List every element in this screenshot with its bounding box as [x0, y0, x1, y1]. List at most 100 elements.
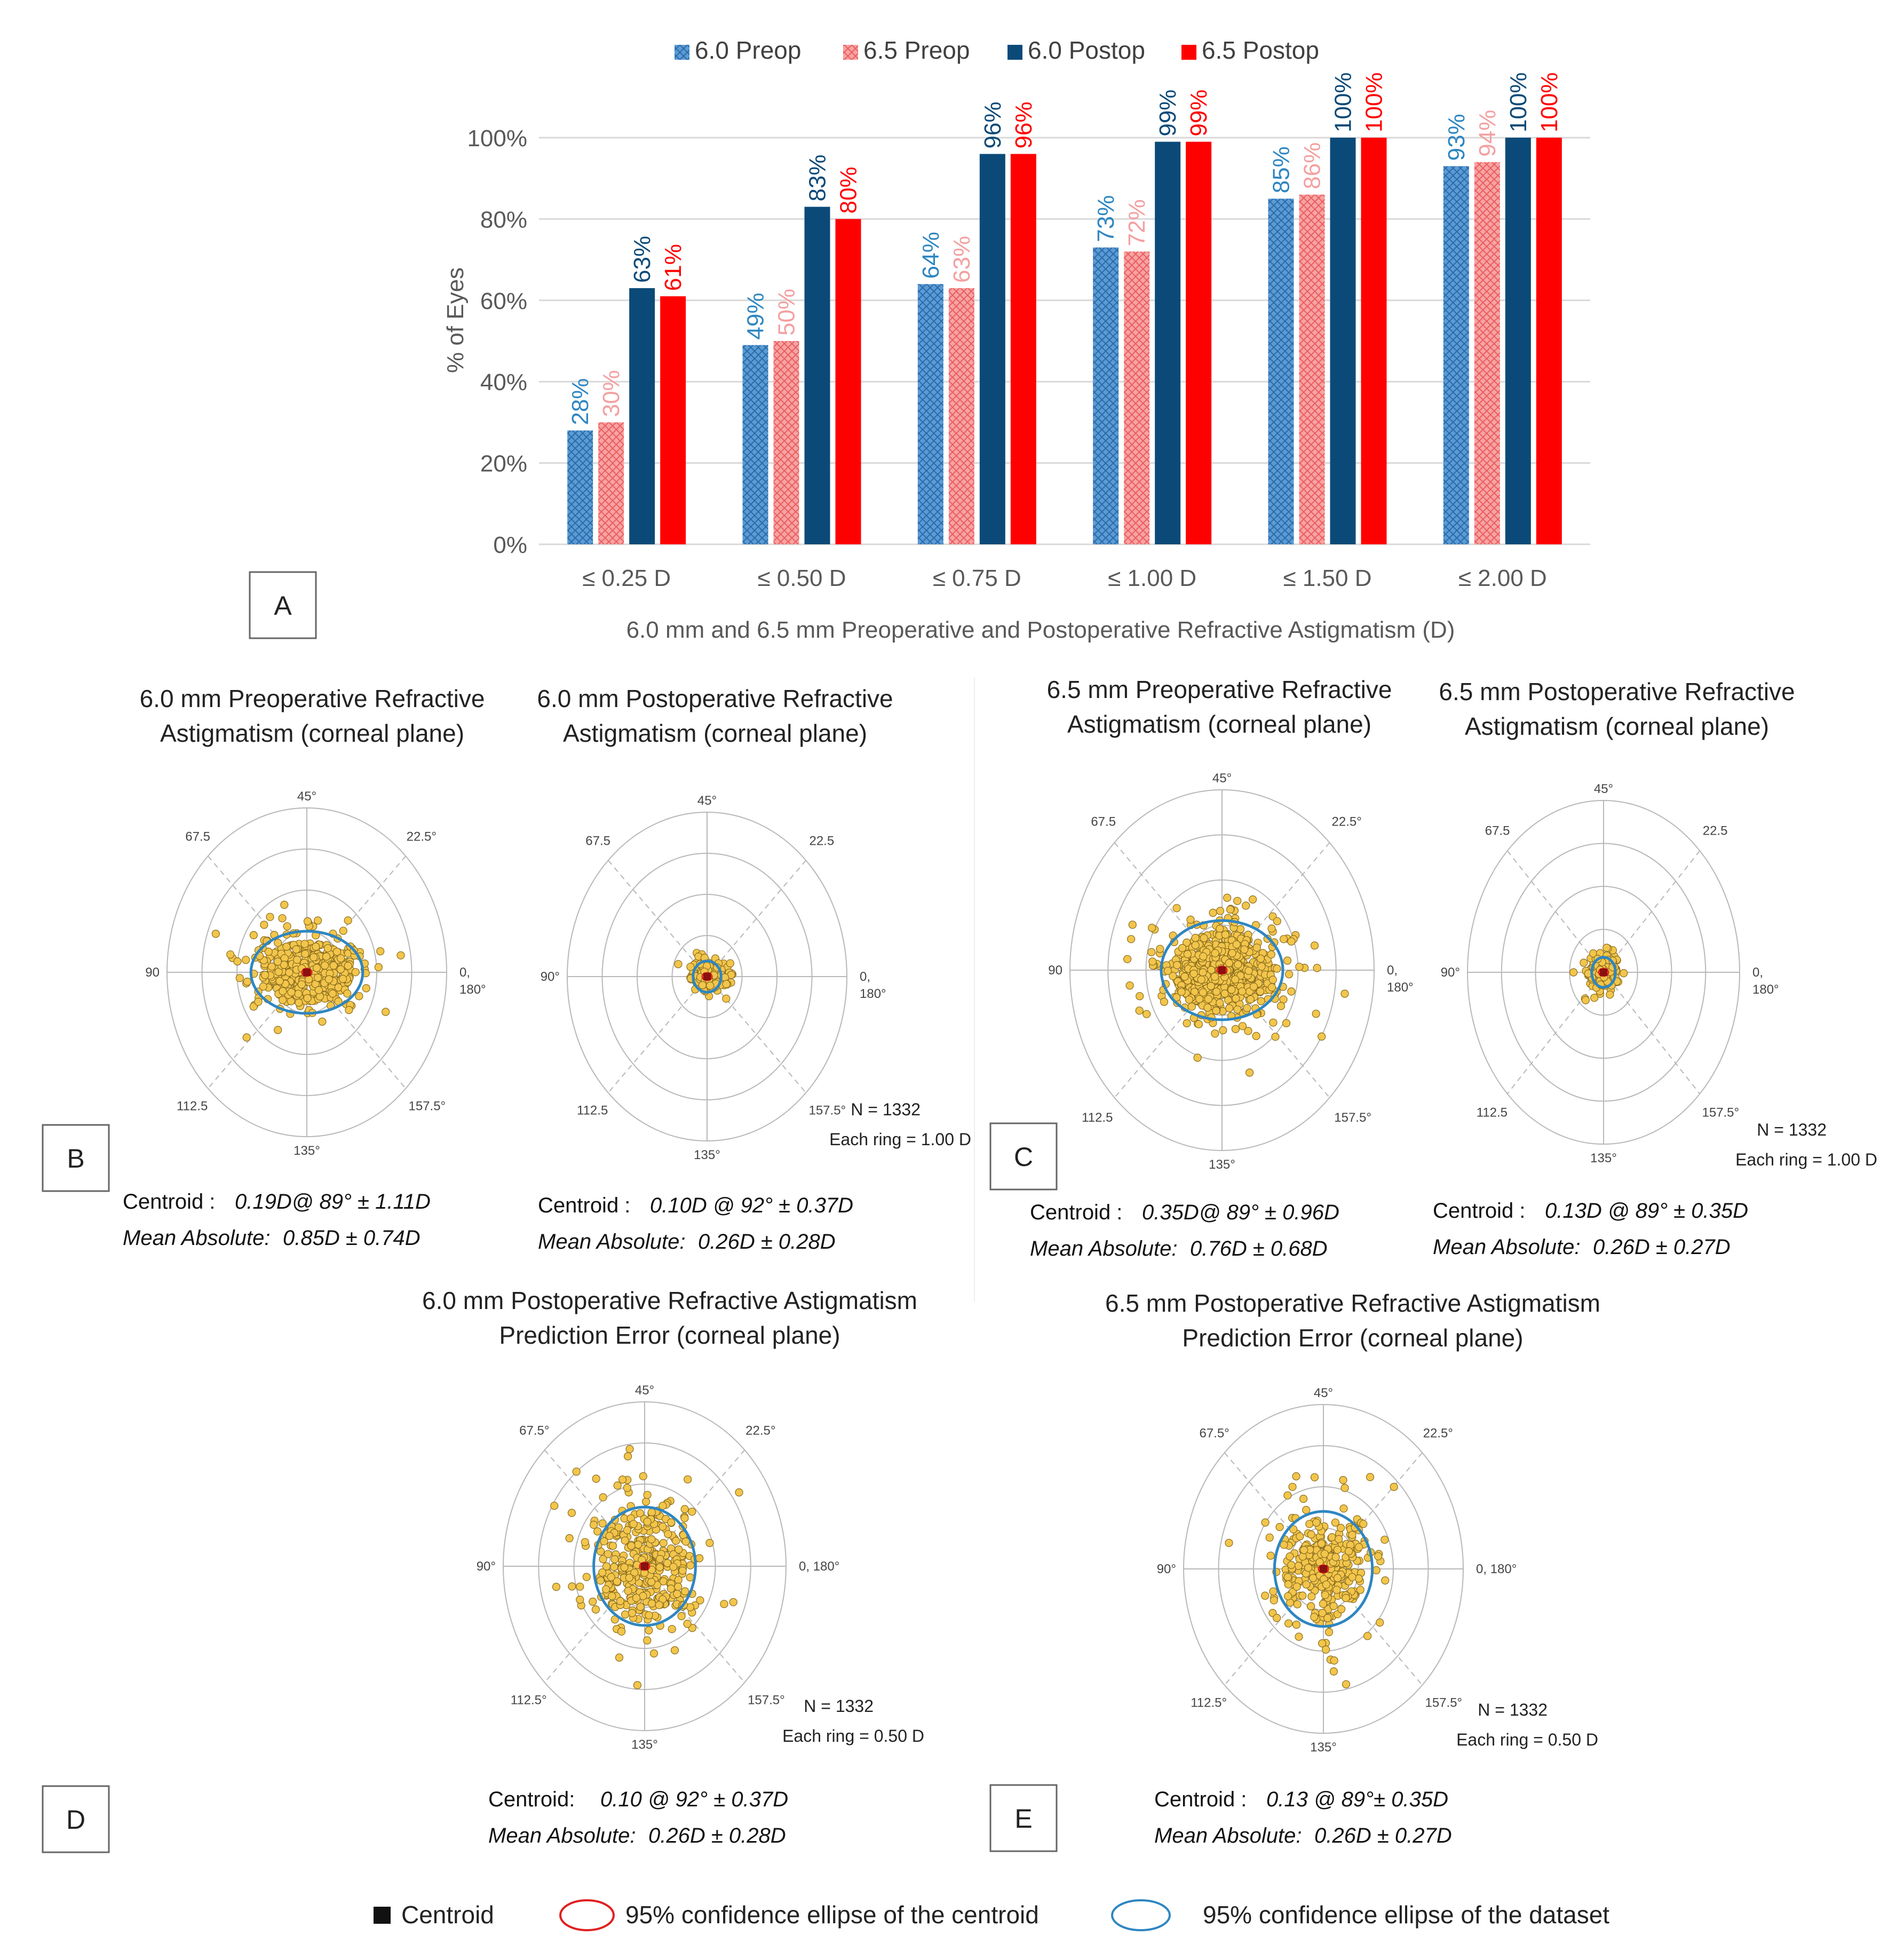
- polar-plot-6-5-prediction-error: 6.5 mm Postoperative Refractive Astigmat…: [1105, 1289, 1600, 1847]
- mean-absolute-label: Mean Absolute:: [123, 1226, 270, 1250]
- data-point: [604, 1550, 612, 1558]
- data-point: [568, 1582, 576, 1591]
- data-point: [344, 916, 352, 925]
- data-point: [1267, 983, 1276, 992]
- data-point: [1178, 943, 1187, 953]
- polar-title-line: 6.0 mm Postoperative Refractive: [537, 685, 893, 712]
- data-point: [636, 1603, 645, 1611]
- polar-title-line: 6.0 mm Preoperative Refractive: [140, 685, 485, 712]
- data-point: [1163, 966, 1172, 975]
- data-point: [599, 1555, 607, 1564]
- bar-data-label: 94%: [1474, 110, 1501, 157]
- bar-chart-legend: 6.0 Preop 6.5 Preop 6.0 Postop 6.5 Posto…: [675, 36, 1319, 64]
- x-tick-label: ≤ 0.50 D: [757, 565, 846, 591]
- sample-size-label: N = 1332: [851, 1100, 921, 1119]
- data-point: [649, 1649, 659, 1657]
- legend-label-6-0-preop: 6.0 Preop: [695, 36, 801, 64]
- polar-angle-label: 90°: [1157, 1562, 1176, 1576]
- polar-angle-label: 180°: [1752, 982, 1779, 997]
- panel-label-box-a: [249, 571, 317, 639]
- data-point: [1307, 1602, 1315, 1611]
- data-point: [641, 1497, 650, 1506]
- data-point: [282, 942, 291, 951]
- data-point: [1284, 1619, 1293, 1628]
- mean-absolute-label: Mean Absolute:: [1433, 1235, 1580, 1259]
- data-point: [1300, 1546, 1308, 1554]
- centroid-stat-value: 0.13 @ 89°± 0.35D: [1266, 1788, 1448, 1811]
- polar-angle-label: 135°: [1590, 1151, 1617, 1165]
- data-point: [1221, 930, 1229, 939]
- data-point: [1203, 1003, 1212, 1012]
- polar-spoke: [207, 855, 407, 1089]
- polar-title-line: 6.5 mm Preoperative Refractive: [1047, 676, 1392, 703]
- data-point: [600, 1537, 608, 1545]
- bar-data-label: 73%: [1093, 195, 1119, 242]
- bar-data-label: 80%: [836, 166, 862, 213]
- data-point: [1602, 943, 1611, 952]
- data-point: [667, 1584, 675, 1593]
- data-point: [1287, 987, 1296, 996]
- data-point: [1312, 1010, 1320, 1018]
- legend-centroid-ellipse-label: 95% confidence ellipse of the centroid: [625, 1901, 1039, 1929]
- data-point: [1185, 995, 1193, 1004]
- data-point: [266, 913, 274, 921]
- data-point: [1233, 1005, 1242, 1014]
- bar: [1124, 251, 1150, 544]
- data-point: [1273, 964, 1281, 973]
- data-point: [1293, 1600, 1302, 1608]
- bar: [629, 288, 655, 544]
- bar-data-label: 28%: [567, 378, 593, 425]
- data-point: [1359, 1520, 1368, 1528]
- data-point: [264, 947, 273, 956]
- data-point: [678, 1566, 687, 1575]
- data-point: [1348, 1530, 1356, 1539]
- data-point: [1390, 1482, 1398, 1491]
- polar-angle-label: 180°: [1387, 980, 1414, 995]
- bar: [917, 284, 943, 544]
- polar-angle-label: 157.5°: [808, 1104, 846, 1118]
- dataset-confidence-ellipse: [592, 1505, 697, 1627]
- polar-angle-label: 157.5°: [408, 1099, 446, 1114]
- polar-angle-label: 22.5°: [745, 1424, 775, 1438]
- legend-centroid-ellipse: [559, 1899, 615, 1931]
- polar-angle-label: 22.5°: [1332, 815, 1362, 829]
- data-point: [1337, 1605, 1346, 1614]
- data-point: [1147, 948, 1156, 956]
- data-point: [1244, 1027, 1252, 1035]
- centroid-stat-label: Centroid :: [1433, 1199, 1525, 1223]
- bar: [1186, 141, 1212, 544]
- bar: [567, 430, 593, 544]
- data-point: [550, 1502, 559, 1510]
- scatter-points: [1123, 893, 1349, 1077]
- data-point: [591, 1605, 600, 1614]
- data-point: [1231, 1025, 1240, 1034]
- mean-absolute-label: Mean Absolute:: [1154, 1824, 1302, 1847]
- data-point: [382, 1008, 390, 1016]
- data-point: [1337, 1524, 1345, 1532]
- centroid-stat-value: 0.10 @ 92° ± 0.37D: [600, 1788, 788, 1811]
- polar-angle-label: 90°: [541, 970, 560, 984]
- data-point: [1310, 1613, 1319, 1621]
- data-point: [572, 1468, 581, 1476]
- polar-spoke: [1224, 1452, 1423, 1686]
- data-point: [1249, 895, 1257, 904]
- polar-angle-label: 135°: [631, 1738, 658, 1752]
- polar-angle-label: 45°: [1314, 1386, 1333, 1400]
- ring-scale-label: Each ring = 0.50 D: [1456, 1730, 1598, 1749]
- data-point: [1242, 901, 1250, 910]
- polar-angle-label: 67.5°: [519, 1424, 549, 1438]
- panel-label-box-c: [989, 1122, 1058, 1191]
- data-point: [1212, 987, 1221, 996]
- data-point: [674, 960, 683, 969]
- data-point: [647, 1535, 656, 1544]
- data-point: [1340, 989, 1349, 998]
- data-point: [1191, 933, 1200, 942]
- data-point: [310, 953, 318, 962]
- centroid-marker: [303, 969, 311, 976]
- polar-legend: Centroid 95% confidence ellipse of the c…: [374, 1899, 1609, 1931]
- dataset-confidence-ellipse: [1160, 919, 1284, 1021]
- data-point: [1323, 1614, 1332, 1622]
- data-point: [1193, 1053, 1202, 1062]
- data-point: [261, 971, 269, 979]
- polar-angle-label: 135°: [1209, 1157, 1235, 1172]
